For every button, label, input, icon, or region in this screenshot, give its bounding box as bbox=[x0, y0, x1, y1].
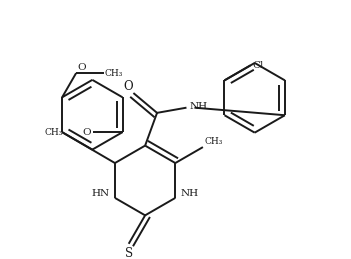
Text: O: O bbox=[77, 63, 86, 72]
Text: O: O bbox=[82, 128, 91, 137]
Text: NH: NH bbox=[180, 189, 198, 198]
Text: CH₃: CH₃ bbox=[105, 69, 123, 78]
Text: O: O bbox=[124, 80, 133, 93]
Text: CH₃: CH₃ bbox=[205, 137, 223, 146]
Text: Cl: Cl bbox=[252, 61, 264, 70]
Text: NH: NH bbox=[190, 102, 207, 111]
Text: CH₃: CH₃ bbox=[44, 128, 63, 137]
Text: S: S bbox=[125, 247, 133, 259]
Text: HN: HN bbox=[92, 189, 110, 198]
